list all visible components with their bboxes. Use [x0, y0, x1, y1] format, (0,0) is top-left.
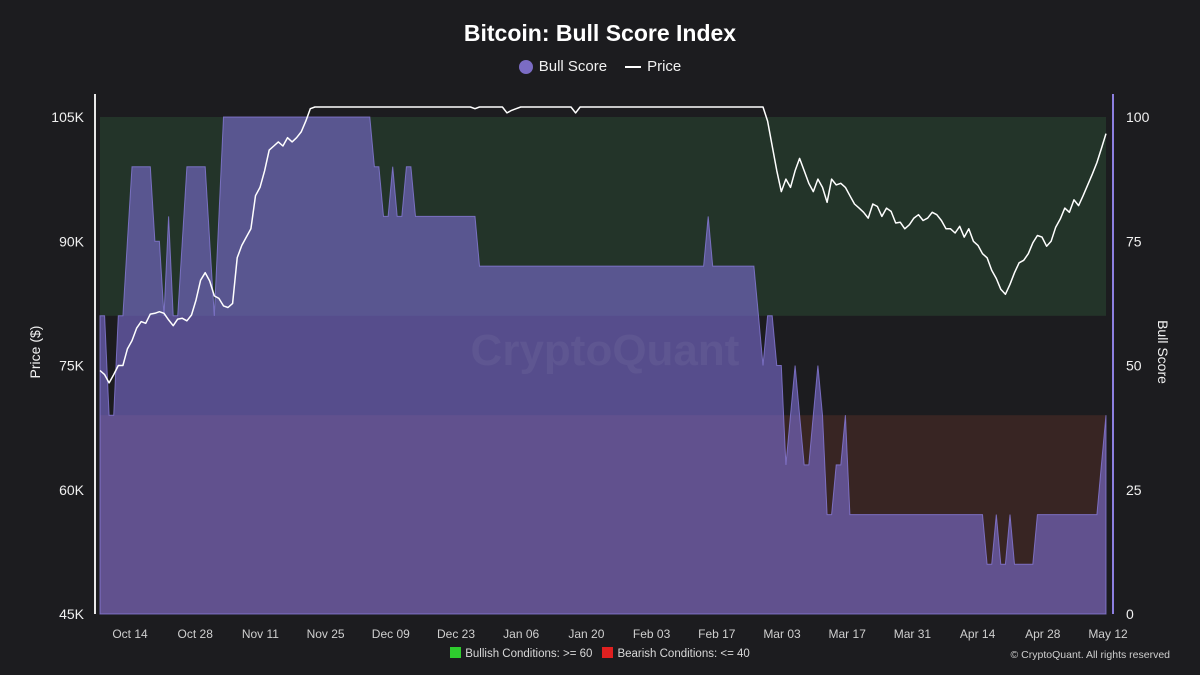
- legend-label-bull-score: Bull Score: [538, 58, 608, 75]
- watermark-text: CryptoQuant: [471, 326, 740, 375]
- legend-item-bull-score[interactable]: Bull Score: [518, 58, 608, 75]
- left-axis-ticks: 45K 60K 75K 90K 105K: [51, 109, 84, 622]
- right-axis-label: Bull Score: [1155, 320, 1171, 384]
- x-tick-label: Mar 17: [829, 627, 867, 641]
- x-tick-label: Feb 03: [633, 627, 671, 641]
- chart-title: Bitcoin: Bull Score Index: [463, 20, 737, 46]
- red-square-icon: [602, 647, 614, 658]
- x-tick-label: Mar 31: [894, 627, 932, 641]
- legend-line-icon: [625, 65, 642, 68]
- left-tick-label: 90K: [59, 233, 85, 249]
- left-tick-label: 75K: [59, 358, 85, 374]
- x-tick-label: Oct 28: [178, 627, 214, 641]
- right-tick-label: 100: [1126, 109, 1150, 125]
- x-tick-label: Nov 11: [242, 627, 279, 641]
- right-tick-label: 50: [1126, 358, 1142, 374]
- copyright-text: © CryptoQuant. All rights reserved: [1010, 649, 1170, 661]
- x-tick-label: Jan 20: [568, 627, 604, 641]
- left-axis-label: Price ($): [27, 326, 43, 379]
- chart-legend: Bull Score Price: [0, 58, 1200, 75]
- x-tick-label: Jan 06: [503, 627, 539, 641]
- conditions-legend: Bullish Conditions: >= 60 Bearish Condit…: [0, 647, 1200, 660]
- x-tick-label: Apr 28: [1025, 627, 1061, 641]
- x-tick-label: Oct 14: [112, 627, 148, 641]
- x-axis-ticks: Oct 14 Oct 28 Nov 11 Nov 25 Dec 09 Dec 23 Jan …: [112, 627, 1128, 641]
- bull-score-area: [99, 116, 1107, 615]
- legend-item-price[interactable]: Price: [625, 58, 681, 75]
- bullish-condition-label: Bullish Conditions: >= 60: [465, 648, 593, 660]
- legend-label-price: Price: [647, 58, 682, 75]
- x-tick-label: Apr 14: [960, 627, 996, 641]
- right-tick-label: 25: [1126, 482, 1142, 498]
- bullish-condition-item: Bullish Conditions: >= 60: [450, 647, 592, 660]
- right-axis-ticks: 0 25 50 75 100: [1126, 109, 1150, 622]
- left-tick-label: 60K: [59, 482, 85, 498]
- x-tick-label: Dec 23: [437, 627, 475, 641]
- bull-score-area-layer: [99, 116, 1107, 615]
- x-tick-label: Dec 09: [372, 627, 410, 641]
- bearish-condition-item: Bearish Conditions: <= 40: [602, 647, 750, 660]
- right-tick-label: 75: [1126, 233, 1142, 249]
- bearish-condition-label: Bearish Conditions: <= 40: [617, 648, 750, 660]
- left-tick-label: 45K: [59, 606, 85, 622]
- chart-axes: [94, 94, 1114, 614]
- green-square-icon: [450, 647, 462, 658]
- left-tick-label: 105K: [51, 109, 84, 125]
- price-line: [99, 106, 1107, 384]
- x-tick-label: May 12: [1088, 627, 1128, 641]
- x-tick-label: Nov 25: [307, 627, 345, 641]
- legend-dot-icon: [518, 59, 533, 74]
- x-tick-label: Feb 17: [698, 627, 736, 641]
- right-tick-label: 0: [1126, 606, 1134, 622]
- price-line-layer: [99, 106, 1107, 384]
- x-tick-label: Mar 03: [763, 627, 801, 641]
